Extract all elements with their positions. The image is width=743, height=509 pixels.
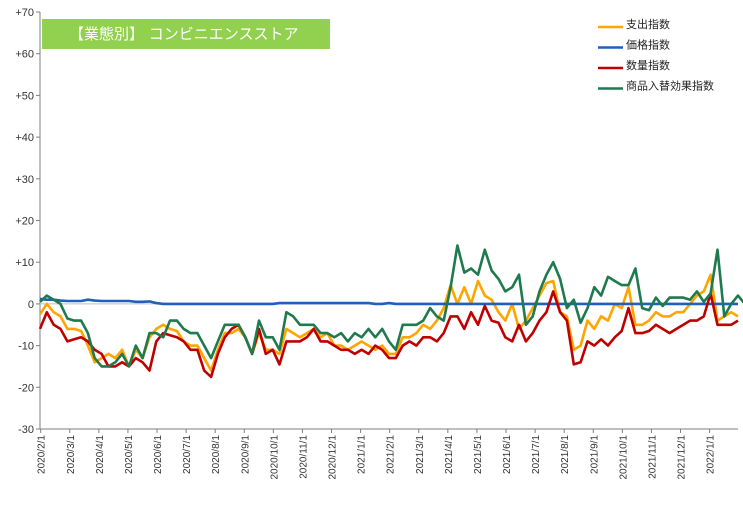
y-tick-label: -30 bbox=[18, 424, 34, 436]
legend-label: 数量指数 bbox=[626, 58, 670, 72]
y-tick-label: -10 bbox=[18, 341, 34, 353]
x-tick-label: 2020/11/1 bbox=[298, 435, 309, 479]
series-line-mix bbox=[39, 244, 743, 368]
y-tick-label: +60 bbox=[15, 49, 34, 61]
x-tick-label: 2021/9/1 bbox=[589, 435, 600, 474]
legend-label: 支出指数 bbox=[626, 17, 670, 31]
y-tick-label: +70 bbox=[15, 7, 34, 19]
y-tick-label: +20 bbox=[15, 216, 34, 228]
series-line-quantity bbox=[38, 290, 739, 379]
legend-label: 価格指数 bbox=[626, 38, 670, 52]
chart-title: 【業態別】 コンビニエンスストア bbox=[69, 25, 299, 43]
y-tick-label: +30 bbox=[15, 174, 34, 186]
x-tick-label: 2021/5/1 bbox=[473, 435, 484, 474]
x-tick-label: 2021/10/1 bbox=[618, 435, 629, 480]
x-tick-label: 2021/2/1 bbox=[386, 435, 397, 474]
x-tick-label: 2020/2/1 bbox=[37, 435, 48, 474]
x-tick-label: 2020/12/1 bbox=[328, 435, 339, 480]
x-tick-label: 2021/3/1 bbox=[415, 435, 426, 474]
y-tick-label: -20 bbox=[18, 382, 34, 394]
x-tick-label: 2020/4/1 bbox=[95, 435, 106, 474]
y-tick-label: +10 bbox=[15, 257, 34, 269]
y-tick-label: +40 bbox=[15, 132, 34, 144]
x-tick-label: 2022/1/1 bbox=[706, 435, 717, 474]
chart-title-box: 【業態別】 コンビニエンスストア bbox=[42, 19, 330, 49]
series-line-price bbox=[39, 297, 738, 306]
x-tick-label: 2021/8/1 bbox=[560, 435, 571, 474]
x-tick-label: 2021/7/1 bbox=[531, 435, 542, 474]
y-tick-label: +50 bbox=[15, 90, 34, 102]
x-tick-label: 2020/8/1 bbox=[211, 435, 222, 474]
legend-label: 商品入替効果指数 bbox=[626, 79, 714, 93]
x-tick-label: 2021/6/1 bbox=[502, 435, 513, 474]
series-line-spending bbox=[38, 273, 739, 372]
x-tick-label: 2020/6/1 bbox=[153, 435, 164, 474]
x-tick-label: 2021/1/1 bbox=[357, 435, 368, 474]
x-tick-label: 2020/10/1 bbox=[269, 435, 280, 480]
x-tick-label: 2020/3/1 bbox=[66, 435, 77, 474]
x-tick-label: 2021/11/1 bbox=[647, 435, 658, 479]
x-tick-label: 2020/5/1 bbox=[124, 435, 135, 474]
x-tick-label: 2020/9/1 bbox=[240, 435, 251, 474]
x-tick-label: 2020/7/1 bbox=[182, 435, 193, 474]
x-tick-label: 2021/12/1 bbox=[677, 435, 688, 480]
x-tick-label: 2021/4/1 bbox=[444, 435, 455, 474]
y-tick-label: 0 bbox=[28, 299, 34, 311]
